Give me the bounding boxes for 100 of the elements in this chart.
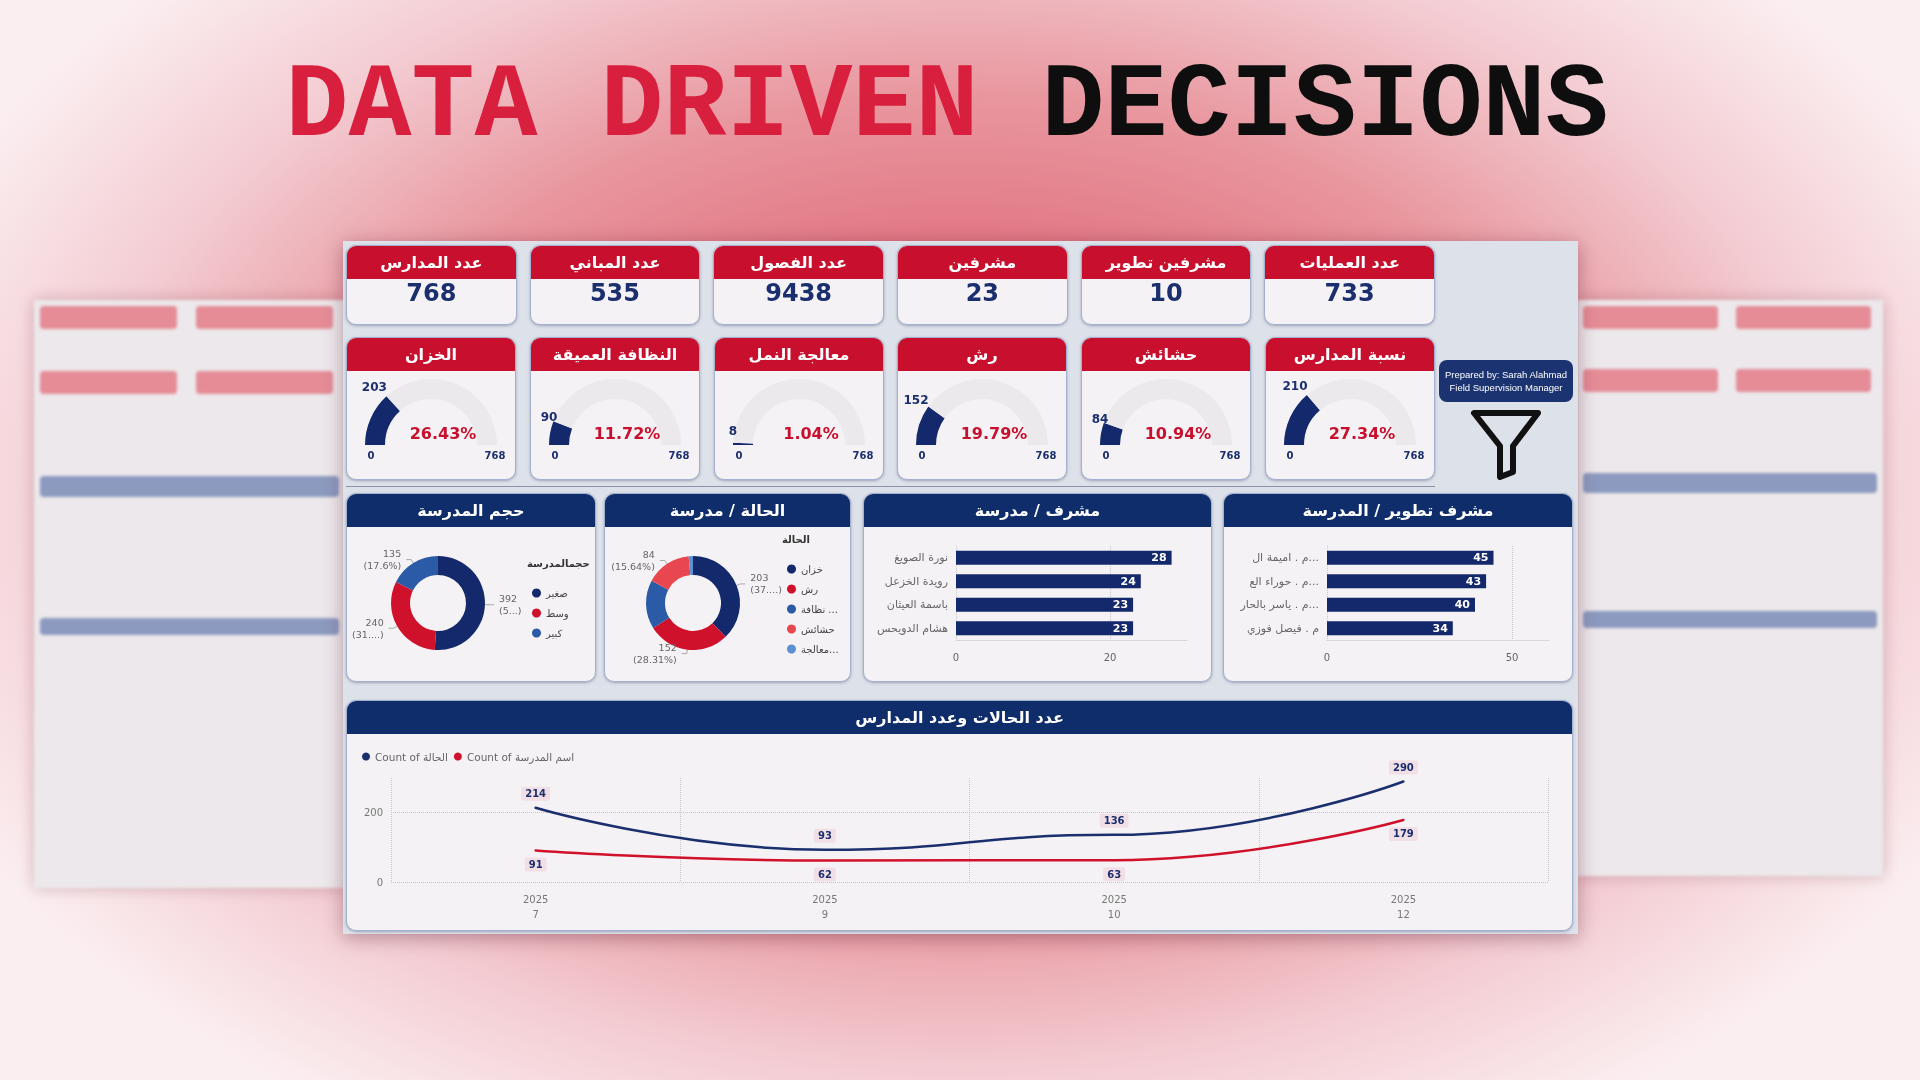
category-label: مشرفين تطوير <box>1081 246 1251 279</box>
data-label: 63 <box>1107 868 1122 880</box>
data-label: 24 <box>1120 574 1137 588</box>
text: 0 <box>551 449 559 461</box>
data-label: 9438 <box>764 279 834 309</box>
legend-label: كبير <box>545 627 563 639</box>
chart-title: الحالة / مدرسة <box>605 494 850 527</box>
data-label: 91 <box>528 858 543 870</box>
data-label: 535 <box>588 279 642 309</box>
legend-label: صغير <box>545 587 568 599</box>
category-label: عدد المباني <box>530 246 700 279</box>
text: 10.94% <box>1144 423 1212 443</box>
data-label: 240 (31....) <box>352 616 384 640</box>
text: 1.04% <box>783 423 839 443</box>
chart-title: مشرف تطوير / المدرسة <box>1224 494 1572 527</box>
data-label: 152 <box>903 392 929 407</box>
text: 768 <box>668 449 690 461</box>
text: 0 <box>367 449 375 461</box>
data-label: 34 <box>1432 621 1449 635</box>
text: 26.43% <box>409 423 477 443</box>
x-tick-label: 2025 12 <box>1390 894 1417 920</box>
legend-label: معالجة... <box>801 643 839 655</box>
chart-title: الخزان <box>347 338 515 371</box>
x-tick-label: 0 <box>1323 651 1331 663</box>
chart-title: النظافة العميقة <box>531 338 699 371</box>
bar <box>1327 597 1475 612</box>
data-label: 10 <box>1148 279 1184 309</box>
data-label: 62 <box>817 869 832 881</box>
chart-title: مشرف / مدرسة <box>864 494 1211 527</box>
x-tick-label: 0 <box>952 651 960 663</box>
x-tick-label: 2025 10 <box>1101 894 1127 920</box>
bar <box>956 550 1172 565</box>
text: Field Supervision Manager <box>1448 381 1564 394</box>
text: 27.34% <box>1328 423 1396 443</box>
bar <box>956 597 1134 612</box>
data-label: 768 <box>405 279 458 309</box>
data-label: 179 <box>1392 828 1414 840</box>
text: Prepared by: Sarah Alahmad <box>1444 368 1568 381</box>
data-label: 214 <box>525 788 547 800</box>
data-label: 28 <box>1151 551 1167 565</box>
x-tick-label: 2025 9 <box>812 894 838 920</box>
legend-label: حشائش <box>801 623 835 635</box>
data-label: 45 <box>1473 551 1489 565</box>
data-label: 93 <box>817 830 832 842</box>
chart-title: حجم المدرسة <box>347 494 595 527</box>
data-label: 23 <box>1112 621 1129 635</box>
text: 19.79% <box>960 423 1028 443</box>
category-label: عدد الفصول <box>714 246 883 279</box>
legend-label: نظافة ... <box>801 603 838 615</box>
text: 0 <box>735 449 743 461</box>
text: 768 <box>484 449 506 461</box>
data-label: 210 <box>1282 378 1308 393</box>
chart-title: حشائش <box>1082 338 1250 371</box>
y-tick-label: م . اميمة ال... <box>1252 551 1319 565</box>
chart-title: معالجة النمل <box>715 338 883 371</box>
data-label: 203 (37....) <box>750 572 782 596</box>
legend-title: حجمالمدرسة <box>527 557 590 570</box>
x-tick-label: 20 <box>1103 651 1117 663</box>
data-label: 84 (15.64%) <box>611 548 655 572</box>
bar <box>956 621 1134 636</box>
category-label: مشرفين <box>898 246 1067 279</box>
text: 768 <box>1403 449 1425 461</box>
legend-label: وسط <box>546 607 569 620</box>
legend-label: رش <box>801 583 819 595</box>
chart-title: رش <box>898 338 1066 371</box>
data-label: 90 <box>540 409 558 424</box>
data-label: 152 (28.31%) <box>633 642 677 666</box>
bar <box>1327 621 1453 636</box>
legend-title: الحالة <box>782 533 810 545</box>
y-tick-label: م . فيصل فوزي <box>1246 621 1319 635</box>
data-label: 43 <box>1465 574 1482 588</box>
text: 768 <box>1035 449 1057 461</box>
data-label: 40 <box>1454 598 1471 612</box>
text: 768 <box>852 449 874 461</box>
data-label: 392 (5...) <box>498 593 522 617</box>
data-label: 8 <box>728 424 738 438</box>
y-tick-label: رويدة الخزعل <box>884 574 948 588</box>
data-label: 84 <box>1091 411 1109 426</box>
x-tick-label: 2025 7 <box>522 894 549 920</box>
text: 11.72% <box>593 423 661 443</box>
data-label: 290 <box>1392 761 1414 773</box>
category-label: عدد العمليات <box>1265 246 1434 279</box>
data-label: 136 <box>1103 815 1125 827</box>
y-tick-label: 200 <box>363 807 383 819</box>
legend-label: Count of اسم المدرسة <box>466 750 575 764</box>
text: 0 <box>1102 449 1110 461</box>
x-tick-label: 50 <box>1505 651 1519 663</box>
y-tick-label: م . ياسر بالحار... <box>1239 598 1319 612</box>
category-label: عدد المدارس <box>347 246 516 279</box>
y-tick-label: نورة الصويغ <box>894 551 948 565</box>
y-tick-label: باسمة العيثان <box>886 598 948 612</box>
text: 768 <box>1219 449 1241 461</box>
y-tick-label: هشام الدويحس <box>877 621 949 635</box>
data-label: 203 <box>361 380 387 395</box>
text: DATA DRIVEN DECISIONS <box>285 48 1609 167</box>
y-tick-label: م . حوراء الع... <box>1249 574 1319 588</box>
legend-label: خزان <box>801 563 823 575</box>
data-label: 135 (17.6%) <box>363 548 402 572</box>
data-label: 23 <box>1112 598 1129 612</box>
chart-title: عدد الحالات وعدد المدارس <box>347 701 1572 734</box>
